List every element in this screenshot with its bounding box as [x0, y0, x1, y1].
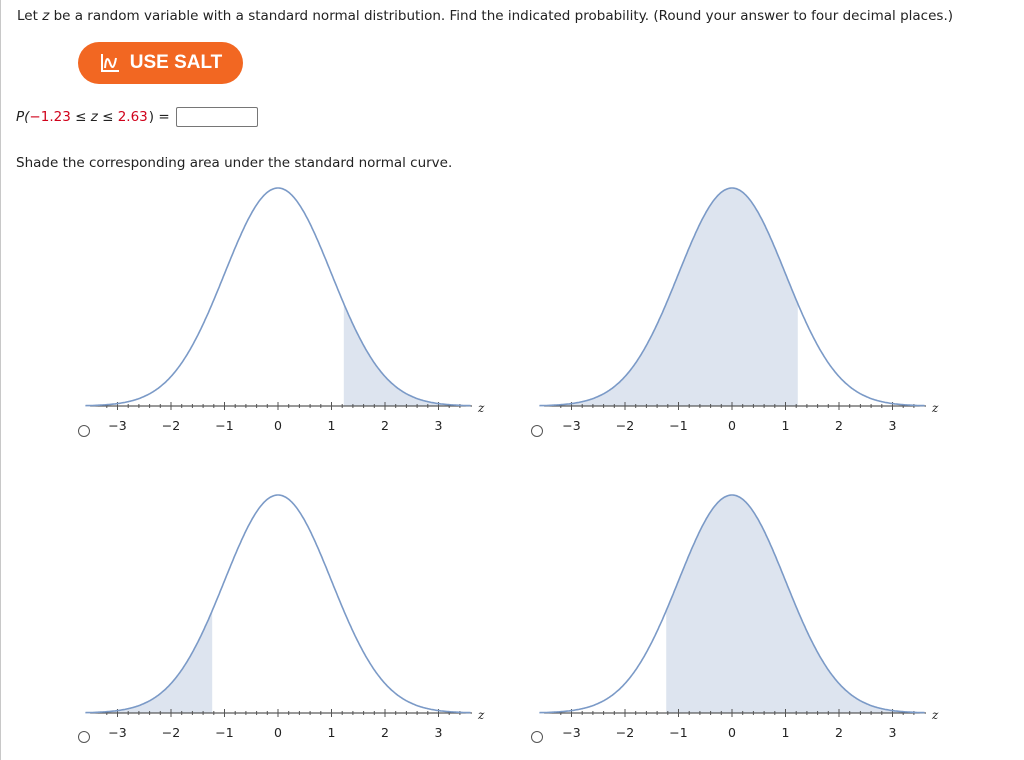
prob-ineq-1: ≤ — [70, 109, 91, 125]
prob-prefix: P( — [16, 109, 30, 125]
tick-label: −3 — [562, 418, 580, 433]
normal-curve-1: −3 −2 −1 0 1 2 3 z — [85, 187, 485, 433]
salt-icon — [100, 54, 119, 72]
tick-label: −2 — [162, 418, 180, 433]
shaded-area — [666, 495, 925, 713]
z-axis-label: z — [931, 401, 939, 415]
tick-label: 3 — [435, 418, 443, 433]
z-axis-label: z — [931, 708, 939, 722]
graph-option-1: −3 −2 −1 0 1 2 3 z — [60, 180, 540, 450]
radio-option-3[interactable] — [78, 731, 90, 743]
tick-label: 1 — [782, 418, 790, 433]
tick-label: 3 — [889, 418, 897, 433]
question-text-part2: be a random variable with a standard nor… — [49, 8, 953, 24]
tick-label: −1 — [215, 725, 233, 740]
radio-option-4[interactable] — [531, 731, 543, 743]
answer-input[interactable] — [175, 107, 258, 127]
radio-option-1[interactable] — [78, 425, 90, 437]
tick-label: 3 — [889, 725, 897, 740]
tick-label: 0 — [274, 418, 282, 433]
tick-label: 2 — [381, 418, 389, 433]
tick-label: 2 — [835, 725, 843, 740]
tick-label: 2 — [381, 725, 389, 740]
tick-label: 1 — [328, 725, 336, 740]
tick-label: 0 — [728, 418, 736, 433]
tick-label: −2 — [616, 418, 634, 433]
question-variable: z — [42, 8, 50, 24]
prob-variable: z — [90, 109, 98, 125]
prob-lower-bound: −1.23 — [29, 109, 71, 125]
probability-expression: P(−1.23 ≤ z ≤ 2.63) = — [16, 107, 258, 127]
shaded-area — [343, 303, 471, 406]
use-salt-label: USE SALT — [129, 52, 223, 73]
tick-label: −1 — [669, 725, 687, 740]
tick-label: 0 — [274, 725, 282, 740]
tick-label: 3 — [435, 725, 443, 740]
density-curve — [85, 494, 471, 714]
shaded-area — [85, 610, 213, 713]
tick-label: −1 — [669, 418, 687, 433]
tick-label: 0 — [728, 725, 736, 740]
tick-label: 1 — [328, 418, 336, 433]
normal-curve-3: −3 −2 −1 0 1 2 3 z — [85, 494, 485, 740]
radio-option-2[interactable] — [531, 425, 543, 437]
question-text: Let z be a random variable with a standa… — [17, 8, 953, 24]
z-axis-label: z — [477, 708, 485, 722]
tick-label: −3 — [562, 725, 580, 740]
tick-label: −2 — [162, 725, 180, 740]
graph-option-3: −3 −2 −1 0 1 2 3 z — [60, 487, 540, 757]
normal-curve-2: −3 −2 −1 0 1 2 3 z — [539, 187, 939, 433]
density-curve — [85, 187, 471, 407]
density-curve — [539, 494, 925, 714]
question-text-part1: Let — [17, 8, 43, 24]
left-border — [0, 0, 1, 760]
tick-label: −2 — [616, 725, 634, 740]
tick-label: −1 — [215, 418, 233, 433]
prob-suffix: ) = — [148, 109, 170, 125]
shaded-area — [539, 188, 798, 406]
prob-ineq-2: ≤ — [97, 109, 118, 125]
graph-option-2: −3 −2 −1 0 1 2 3 z — [514, 180, 994, 450]
z-axis-label: z — [477, 401, 485, 415]
tick-label: −3 — [108, 725, 126, 740]
normal-curve-4: −3 −2 −1 0 1 2 3 z — [539, 494, 939, 740]
tick-label: −3 — [108, 418, 126, 433]
tick-label: 1 — [782, 725, 790, 740]
tick-label: 2 — [835, 418, 843, 433]
use-salt-button[interactable]: USE SALT — [78, 42, 243, 84]
shade-instruction: Shade the corresponding area under the s… — [16, 155, 453, 171]
density-curve — [539, 187, 925, 407]
graph-option-4: −3 −2 −1 0 1 2 3 z — [514, 487, 994, 757]
prob-upper-bound: 2.63 — [117, 109, 148, 125]
